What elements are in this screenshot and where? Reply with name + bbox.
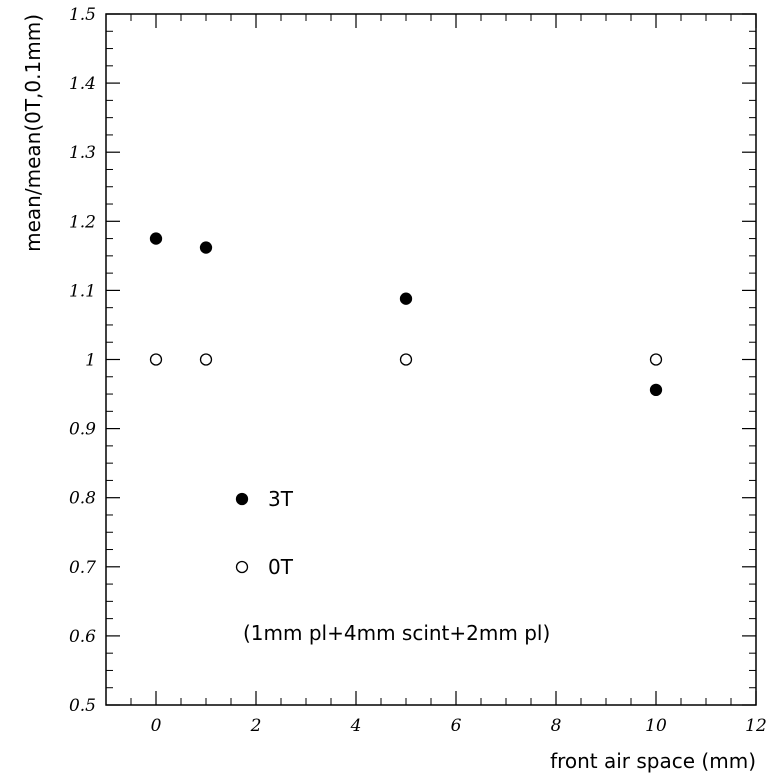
data-points [149,232,663,397]
data-point-0t [399,353,413,366]
x-axis-label: front air space (mm) [550,749,756,773]
x-tick-label: 8 [551,716,562,736]
legend-label-0t: 0T [268,555,294,579]
data-point-0t [149,353,163,366]
y-tick-label: 0.7 [69,558,96,578]
y-tick-label: 0.6 [69,627,96,647]
x-tick-label: 10 [645,716,667,736]
legend-marker-3t [235,492,249,506]
data-point-3t [399,292,413,305]
x-tick-label: 12 [745,716,767,736]
data-point-3t [649,383,663,397]
legend: 3T 0T [235,487,294,579]
y-tick-label: 1.2 [69,212,96,232]
legend-marker-0t [235,560,249,574]
y-tick-label: 0.8 [69,489,96,509]
y-tick-label: 1.1 [69,281,96,301]
data-point-3t [199,241,213,254]
y-tick-labels: 0.5 0.6 0.7 0.8 0.9 1 1.1 1.2 1.3 1.4 1.5 [69,5,96,716]
axis-ticks [105,13,757,706]
x-tick-labels: 0 2 4 6 8 10 12 [151,716,767,736]
x-tick-label: 4 [350,716,362,736]
y-tick-label: 0.5 [69,696,96,716]
y-tick-label: 1 [85,351,96,371]
y-tick-label: 1.5 [69,5,96,25]
configuration-annotation: (1mm pl+4mm scint+2mm pl) [243,621,550,645]
x-tick-label: 0 [151,716,162,736]
data-point-3t [149,232,163,245]
x-tick-label: 2 [250,716,262,736]
data-point-0t [649,353,663,366]
y-tick-label: 1.3 [69,143,96,163]
y-tick-label: 1.4 [69,74,96,94]
x-tick-label: 6 [451,716,462,736]
y-axis-label: mean/mean(0T,0.1mm) [21,14,45,252]
data-point-0t [199,353,213,366]
y-tick-label: 0.9 [69,420,96,440]
legend-label-3t: 3T [268,487,294,511]
